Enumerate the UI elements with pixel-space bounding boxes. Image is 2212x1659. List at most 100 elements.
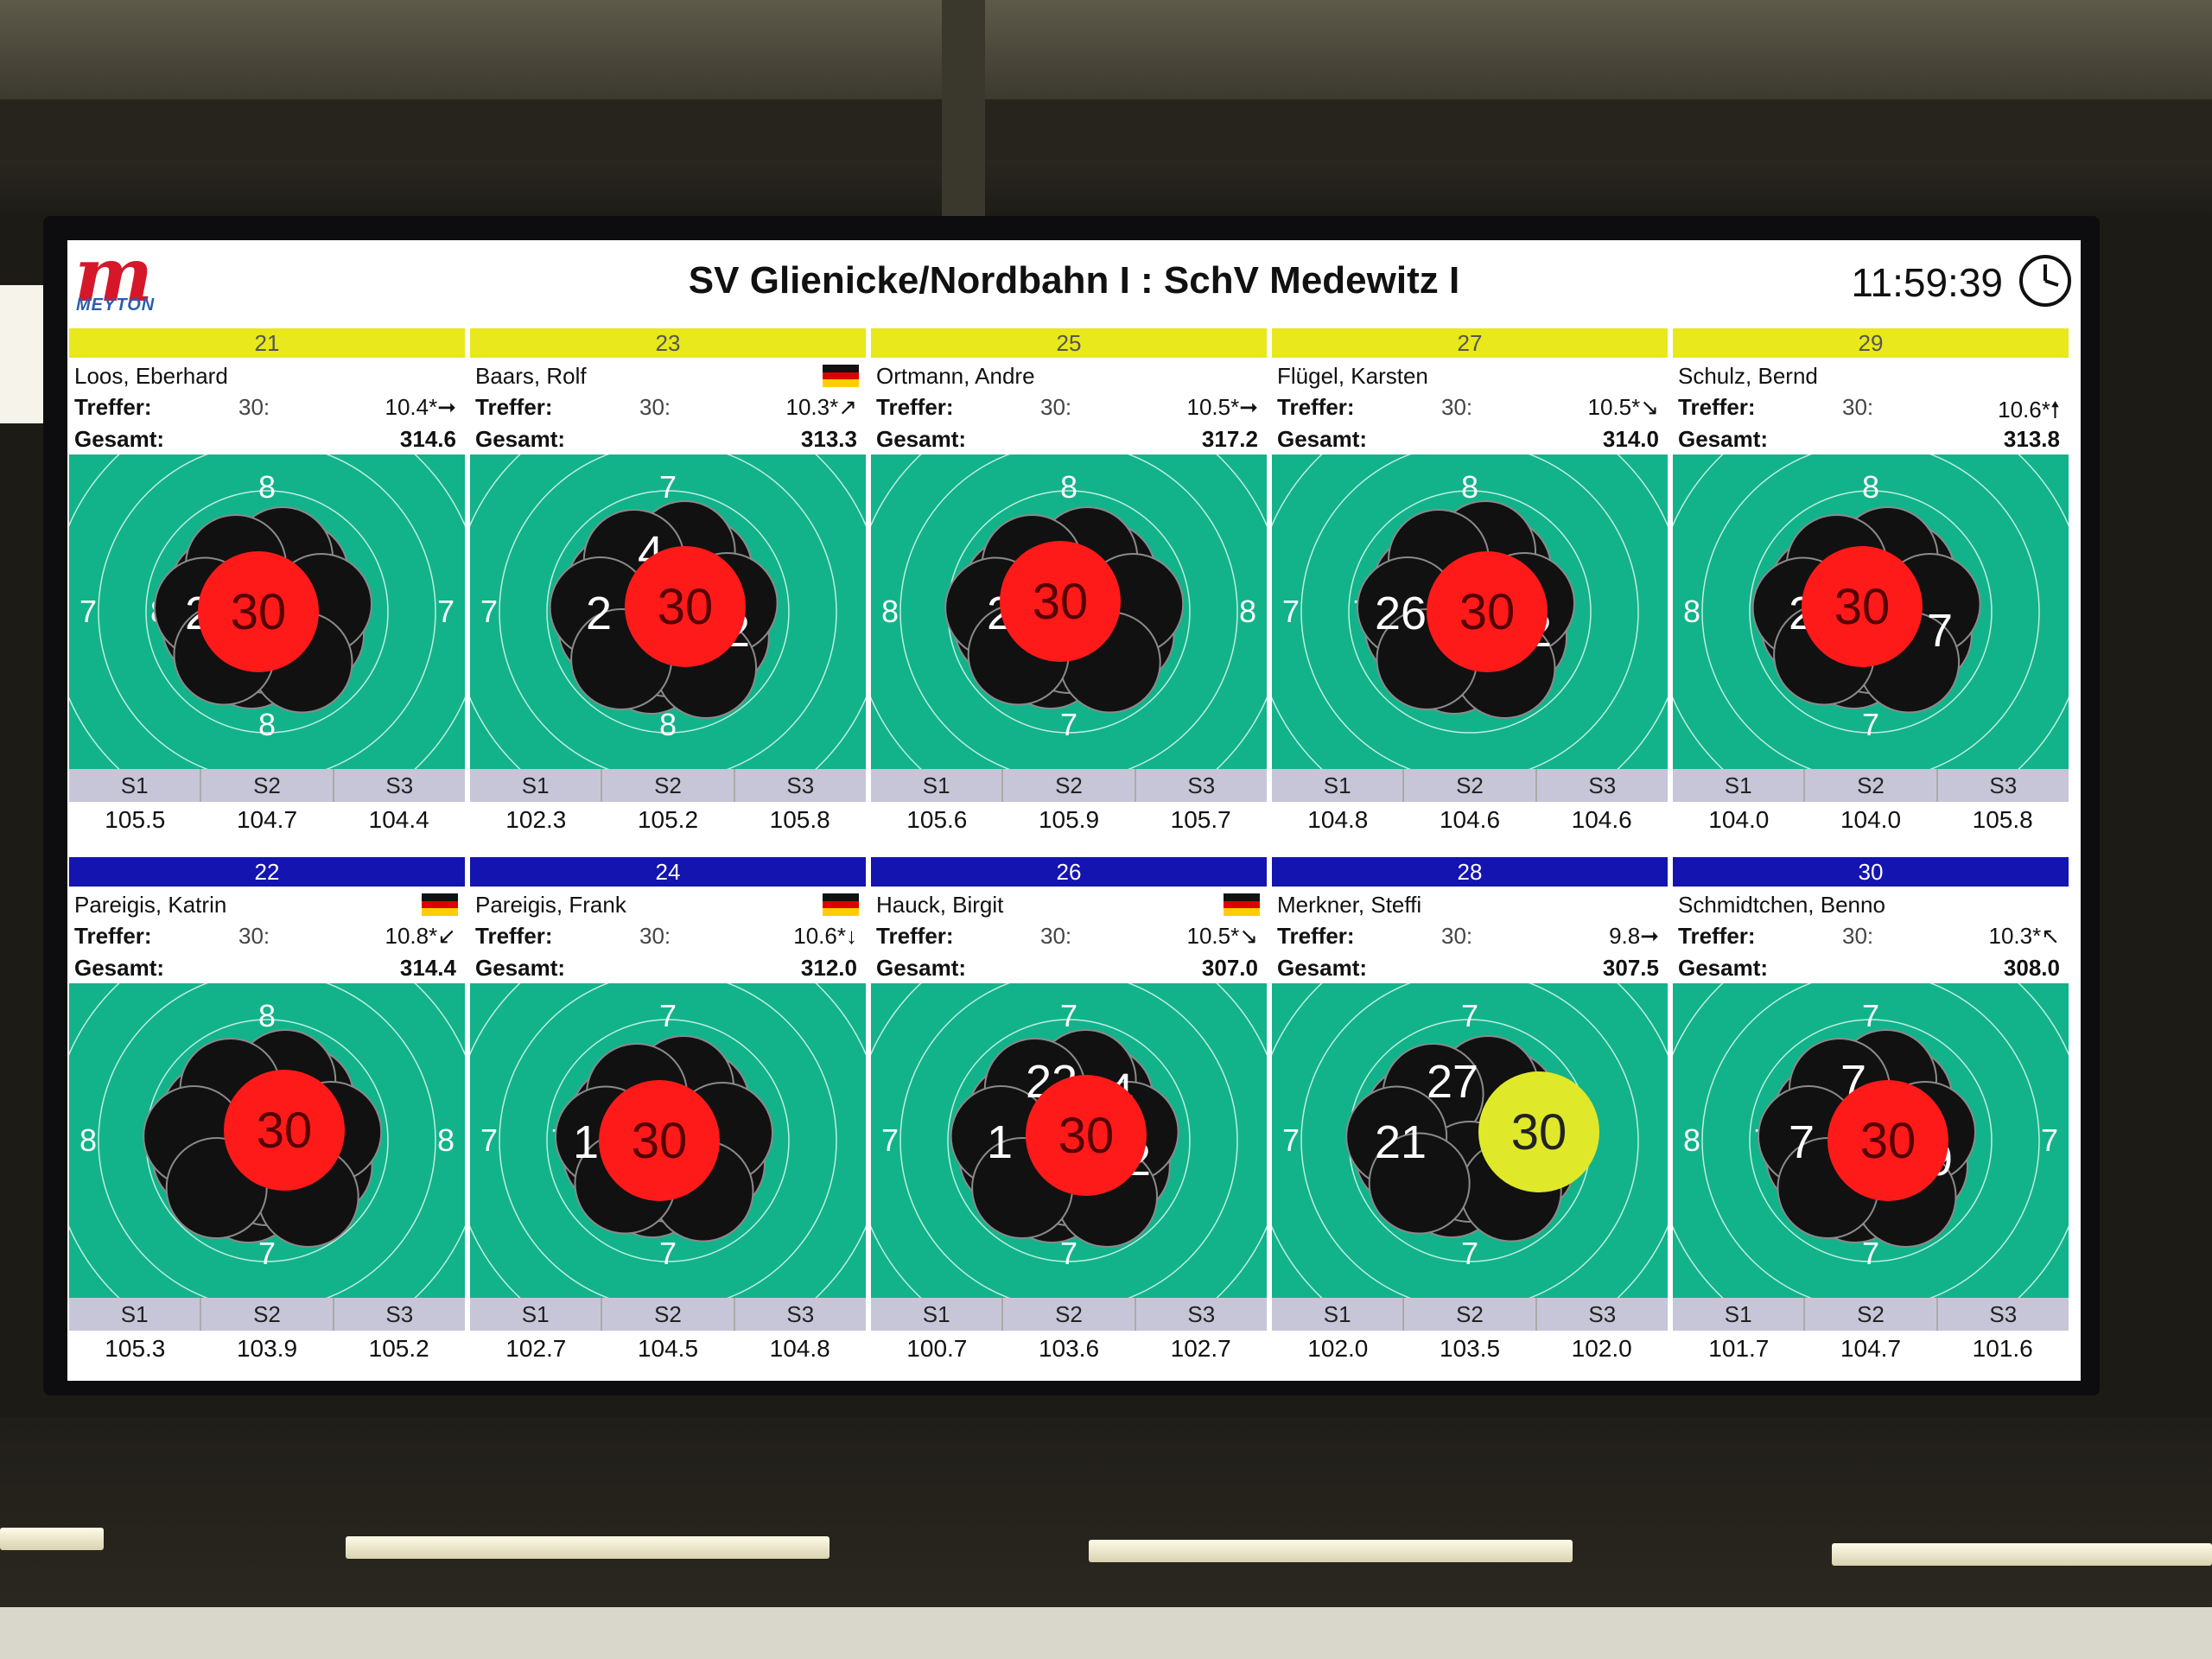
ring-label: 8 [881,594,899,629]
shooter-name: Baars, Rolf [475,363,587,389]
series-value: 105.2 [368,1335,429,1362]
last-shot-number: 30 [1834,579,1891,635]
last-shot-number: 30 [1511,1104,1567,1160]
header: m MEYTON SV Glienicke/Nordbahn I : SchV … [67,240,2081,320]
series-header: S3 [1588,1301,1617,1327]
series-table: S1 S2 S3 104.8 104.6 104.6 [1272,769,1668,838]
stand-number: 26 [871,857,1267,887]
last-shot-value: 10.3*↖ [1988,923,2060,949]
match-title: SV Glienicke/Nordbahn I : SchV Medewitz … [688,259,1460,302]
target-face: 87726230 [1272,454,1668,769]
target-face: 777721292730 [1272,983,1668,1298]
gesamt-label: Gesamt: [475,955,566,981]
germany-flag-icon [823,893,859,916]
series-header: S3 [385,772,414,798]
target-view: 88787230 [69,454,465,769]
stand-number: 24 [470,857,866,887]
total-score: 313.8 [2003,426,2060,452]
treffer-label: Treffer: [1678,394,1756,420]
total-score: 314.0 [1602,426,1659,452]
ring-label: 7 [2041,1122,2058,1158]
series-header: S1 [1272,1298,1405,1331]
stand-number: 23 [470,328,866,358]
last-shot-marker [1427,551,1548,672]
ring-label: 8 [1239,594,1256,629]
series-value: 105.8 [1972,806,2033,833]
shooter-name: Merkner, Steffi [1277,892,1422,918]
shooter-name: Pareigis, Frank [475,892,626,918]
series-header: S1 [1272,769,1405,802]
ring-label: 7 [1282,594,1300,629]
last-shot-marker [1026,1075,1147,1196]
series-value: 104.7 [236,806,298,833]
series-value: 102.7 [505,1335,567,1362]
last-shot-number: 30 [257,1103,313,1159]
ring-label: 8 [1461,469,1478,505]
total-score: 312.0 [800,955,857,981]
series-value: 102.0 [1571,1335,1632,1362]
ring-label: 8 [1060,469,1077,505]
gesamt-label: Gesamt: [74,955,165,981]
lane-panel: 25 Ortmann, Andre Treffer: 30: 10.5*➞ Ge… [871,328,1267,847]
clock-time: 11:59:39 [1851,260,2003,305]
ring-label: 7 [659,469,677,505]
ring-label: 8 [258,469,276,505]
last-shot-value: 9.8➞ [1609,923,1659,949]
ring-label: 7 [1862,1236,1879,1271]
series-value: 100.7 [906,1335,968,1362]
ring-label: 7 [1461,1236,1478,1271]
shooter-name: Ortmann, Andre [876,363,1035,389]
series-value: 102.7 [1170,1335,1231,1362]
target-ring [98,454,436,769]
target-ring [1701,983,2040,1298]
target-view: 77771222430 [871,983,1267,1298]
target-view: 8787830 [69,983,465,1298]
ceiling-lamp [1832,1543,2212,1566]
treffer-label: Treffer: [475,923,553,949]
series-value: 104.4 [368,806,429,833]
series-header: S3 [1989,772,2018,798]
target-ring [899,454,1238,769]
target-ring [1749,1019,1993,1262]
ring-label: 7 [1461,998,1478,1033]
shooter-name: Flügel, Karsten [1277,363,1428,389]
series-header: S2 [201,769,334,802]
target-ring [499,454,837,769]
shot-count: 30: [238,394,270,420]
last-shot-marker [1478,1071,1599,1192]
series-value: 105.5 [105,806,166,833]
series-table: S1 S2 S3 102.3 105.2 105.8 [470,769,866,838]
last-shot-value: 10.5*↘ [1186,923,1258,949]
target-view: 87726230 [1272,454,1668,769]
series-header: S2 [1805,769,1938,802]
gesamt-label: Gesamt: [876,426,967,452]
clock-icon [2019,255,2071,307]
series-header: S1 [69,1298,202,1331]
target-ring [145,490,389,734]
ring-label: 8 [258,707,276,742]
series-value: 104.6 [1439,806,1501,833]
shot-count: 30: [238,923,270,949]
shot-count: 30: [1040,923,1072,949]
series-table: S1 S2 S3 105.3 103.9 105.2 [69,1298,465,1367]
series-header: S2 [1003,769,1136,802]
last-shot-number: 30 [1033,574,1089,630]
target-ring [899,983,1238,1298]
shot-count: 30: [639,923,671,949]
meyton-logo: m MEYTON [74,240,156,319]
shot-count: 30: [1842,394,1874,420]
series-table: S1 S2 S3 104.0 104.0 105.8 [1673,769,2069,838]
lane-panel: 28 Merkner, Steffi Treffer: 30: 9.8➞ Ges… [1272,857,1668,1376]
stand-number: 22 [69,857,465,887]
gesamt-label: Gesamt: [1277,426,1368,452]
treffer-label: Treffer: [876,923,954,949]
series-table: S1 S2 S3 101.7 104.7 101.6 [1673,1298,2069,1367]
ring-label: 8 [1862,469,1879,505]
last-shot-value: 10.4*➞ [385,394,456,420]
target-face: 77771222430 [871,983,1267,1298]
treffer-label: Treffer: [74,394,152,420]
target-ring [546,490,790,734]
target-face: 88787230 [69,454,465,769]
total-score: 308.0 [2003,955,2060,981]
target-ring [1701,454,2040,769]
